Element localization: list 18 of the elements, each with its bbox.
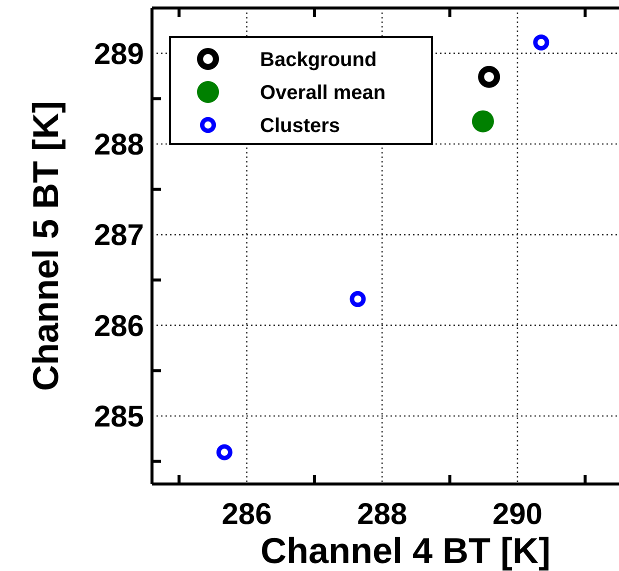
x-tick-label: 288: [357, 498, 408, 531]
y-tick-label: 287: [94, 219, 144, 252]
x-tick-label: 286: [222, 498, 272, 531]
x-tick-label: 290: [492, 498, 543, 531]
legend-label: Clusters: [260, 115, 340, 137]
point: [478, 66, 500, 88]
point: [472, 110, 494, 132]
y-tick-label: 285: [94, 400, 144, 434]
y-tick-label: 289: [94, 38, 144, 71]
legend-label: Overall mean: [260, 82, 386, 104]
point: [533, 34, 550, 50]
y-axis-title: Channel 5 BT [K]: [25, 100, 66, 392]
point: [350, 291, 366, 308]
x-axis-title: Channel 4 BT [K]: [260, 530, 551, 571]
y-tick-label: 288: [94, 128, 144, 162]
y-tick-label: 286: [94, 310, 144, 343]
point: [216, 444, 232, 460]
legend-label: Background: [260, 49, 377, 71]
